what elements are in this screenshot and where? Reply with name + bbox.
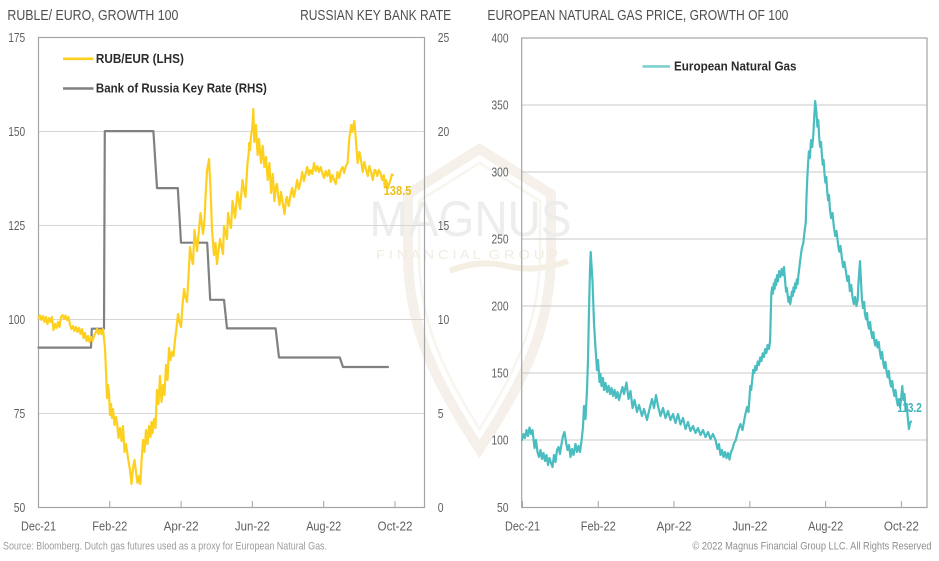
svg-text:350: 350 [492,99,509,113]
svg-text:RUSSIAN KEY BANK RATE: RUSSIAN KEY BANK RATE [300,8,451,24]
svg-text:5: 5 [438,407,444,421]
svg-text:Dec-21: Dec-21 [21,519,56,534]
svg-text:Jun-22: Jun-22 [235,519,270,534]
svg-text:100: 100 [492,434,509,448]
svg-text:15: 15 [438,219,450,233]
svg-text:50: 50 [497,501,509,515]
svg-text:Source: Bloomberg. Dutch gas f: Source: Bloomberg. Dutch gas futures use… [3,541,327,553]
svg-text:Feb-22: Feb-22 [92,519,127,534]
svg-text:100: 100 [8,313,25,327]
svg-text:RUBLE/ EURO, GROWTH 100: RUBLE/ EURO, GROWTH 100 [7,8,178,24]
svg-text:0: 0 [438,501,444,515]
svg-text:113.2: 113.2 [897,400,921,415]
svg-text:75: 75 [14,407,26,421]
svg-text:Apr-22: Apr-22 [657,519,692,534]
svg-text:20: 20 [438,125,450,139]
svg-text:138.5: 138.5 [384,183,412,198]
svg-text:400: 400 [492,32,509,46]
svg-text:RUB/EUR (LHS): RUB/EUR (LHS) [96,51,184,66]
svg-text:Feb-22: Feb-22 [581,519,616,534]
svg-text:Aug-22: Aug-22 [808,519,843,534]
svg-text:50: 50 [14,501,26,515]
svg-text:175: 175 [8,31,25,45]
svg-text:150: 150 [492,367,509,381]
svg-text:25: 25 [438,31,450,45]
svg-text:EUROPEAN NATURAL GAS PRICE, GR: EUROPEAN NATURAL GAS PRICE, GROWTH OF 10… [487,8,788,24]
svg-text:150: 150 [8,125,25,139]
svg-text:Oct-22: Oct-22 [884,519,919,534]
svg-text:European Natural Gas: European Natural Gas [674,59,797,74]
svg-text:125: 125 [8,219,25,233]
svg-text:Dec-21: Dec-21 [505,519,540,534]
svg-text:© 2022 Magnus Financial Group: © 2022 Magnus Financial Group LLC. All R… [693,541,932,553]
svg-text:Jun-22: Jun-22 [732,519,767,534]
svg-text:Bank of Russia Key Rate (RHS): Bank of Russia Key Rate (RHS) [96,81,267,96]
svg-text:10: 10 [438,313,450,327]
svg-text:Oct-22: Oct-22 [378,519,413,534]
svg-text:Apr-22: Apr-22 [164,519,199,534]
svg-text:250: 250 [492,233,509,247]
svg-text:MAGNUS: MAGNUS [370,191,572,247]
svg-text:200: 200 [492,300,509,314]
svg-text:F I N A N C I A L G R O U P: F I N A N C I A L G R O U P [376,248,558,262]
svg-text:300: 300 [492,166,509,180]
svg-text:Aug-22: Aug-22 [306,519,341,534]
